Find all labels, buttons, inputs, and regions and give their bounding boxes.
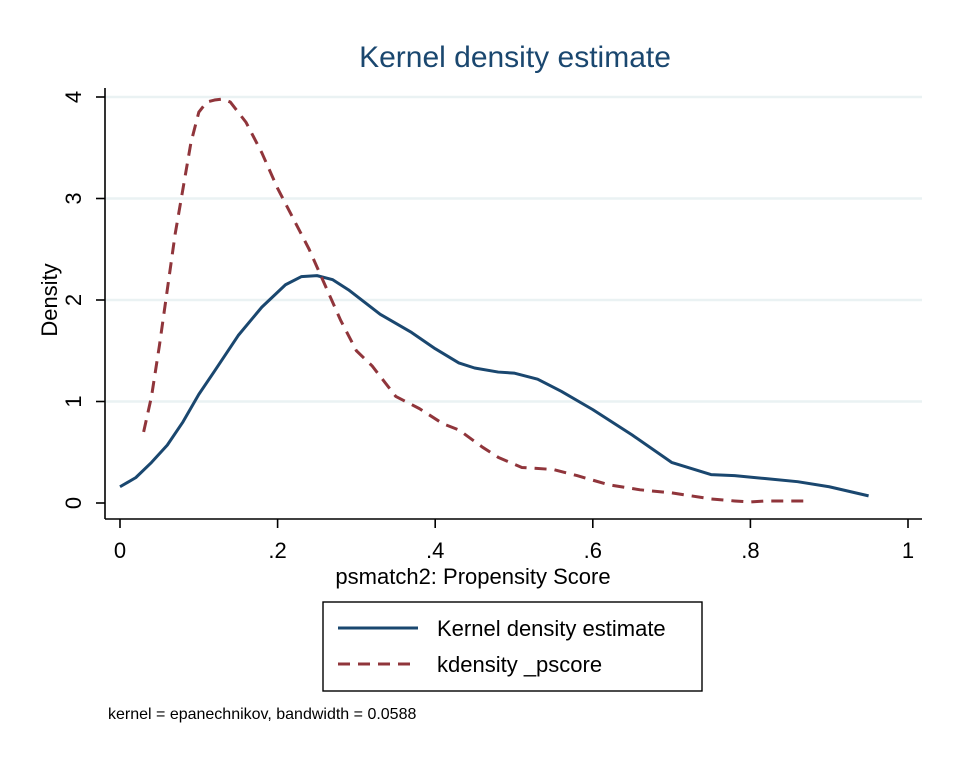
y-axis-label: Density <box>37 263 62 336</box>
chart-note: kernel = epanechnikov, bandwidth = 0.058… <box>108 706 416 723</box>
grid-lines <box>106 95 922 403</box>
x-tick-label-0: 0 <box>114 538 126 563</box>
axes <box>104 88 922 520</box>
x-tick-label-0.4: .4 <box>426 538 444 563</box>
x-axis-label: psmatch2: Propensity Score <box>335 564 610 589</box>
x-ticks: 0 .2 .4 .6 .8 1 <box>114 519 914 563</box>
x-tick-label-0.8: .8 <box>741 538 759 563</box>
series-line-kernel-density <box>119 274 869 498</box>
y-tick-label-4: 4 <box>61 91 86 103</box>
y-tick-label-3: 3 <box>61 192 86 204</box>
x-tick-label-0.2: .2 <box>268 538 286 563</box>
legend-label-kernel-density: Kernel density estimate <box>437 616 666 641</box>
legend-box <box>322 601 703 692</box>
legend: Kernel density estimate kdensity _pscore <box>322 601 703 692</box>
series-line-kdensity-pscore <box>142 97 806 504</box>
x-tick-label-0.6: .6 <box>584 538 602 563</box>
series-lines <box>119 97 869 504</box>
x-tick-label-1: 1 <box>902 538 914 563</box>
y-ticks: 0 1 2 3 4 <box>61 91 105 509</box>
y-tick-label-2: 2 <box>61 294 86 306</box>
y-tick-label-0: 0 <box>61 497 86 509</box>
legend-label-kdensity-pscore: kdensity _pscore <box>437 652 602 677</box>
y-tick-label-1: 1 <box>61 395 86 407</box>
chart-title: Kernel density estimate <box>359 41 671 74</box>
